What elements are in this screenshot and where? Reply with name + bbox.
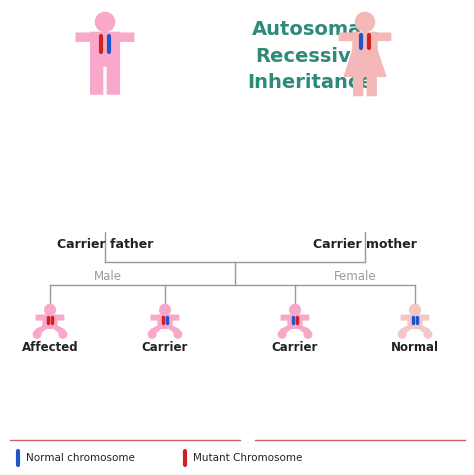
Ellipse shape: [45, 304, 55, 316]
Polygon shape: [151, 326, 161, 333]
FancyBboxPatch shape: [339, 33, 354, 40]
Text: Normal chromosome: Normal chromosome: [26, 453, 135, 463]
FancyBboxPatch shape: [301, 315, 309, 320]
FancyBboxPatch shape: [408, 315, 422, 328]
FancyBboxPatch shape: [288, 315, 302, 328]
Text: Carrier mother: Carrier mother: [313, 238, 417, 251]
FancyBboxPatch shape: [76, 33, 91, 41]
FancyBboxPatch shape: [108, 67, 119, 94]
Circle shape: [304, 331, 312, 338]
FancyBboxPatch shape: [158, 315, 172, 328]
Polygon shape: [401, 326, 411, 333]
Polygon shape: [36, 326, 46, 333]
FancyBboxPatch shape: [91, 67, 102, 94]
FancyBboxPatch shape: [43, 315, 57, 328]
Polygon shape: [54, 326, 64, 333]
Text: Female: Female: [334, 270, 376, 283]
Text: Carrier: Carrier: [272, 341, 318, 354]
FancyBboxPatch shape: [171, 315, 179, 320]
Polygon shape: [419, 326, 429, 333]
Circle shape: [174, 331, 182, 338]
Circle shape: [278, 331, 286, 338]
FancyBboxPatch shape: [118, 33, 134, 41]
FancyBboxPatch shape: [353, 32, 377, 50]
Text: Affected: Affected: [22, 341, 78, 354]
FancyBboxPatch shape: [151, 315, 159, 320]
Text: Normal: Normal: [391, 341, 439, 354]
Text: Carrier father: Carrier father: [57, 238, 153, 251]
FancyBboxPatch shape: [36, 315, 44, 320]
FancyBboxPatch shape: [376, 33, 391, 40]
Text: Carrier: Carrier: [142, 341, 188, 354]
FancyBboxPatch shape: [421, 315, 428, 320]
FancyBboxPatch shape: [281, 315, 289, 320]
Polygon shape: [281, 326, 291, 333]
FancyBboxPatch shape: [401, 315, 409, 320]
Circle shape: [398, 331, 406, 338]
Text: Mutant Chromosome: Mutant Chromosome: [193, 453, 302, 463]
Text: Autosomal
Recessive
Inheritance: Autosomal Recessive Inheritance: [247, 20, 373, 92]
FancyBboxPatch shape: [354, 76, 363, 95]
Text: Male: Male: [93, 270, 121, 283]
Ellipse shape: [160, 304, 170, 316]
Ellipse shape: [410, 304, 420, 316]
Polygon shape: [169, 326, 180, 333]
Circle shape: [424, 331, 432, 338]
Circle shape: [59, 331, 67, 338]
Polygon shape: [344, 50, 386, 76]
Ellipse shape: [290, 304, 301, 316]
FancyBboxPatch shape: [91, 32, 119, 66]
Circle shape: [148, 331, 156, 338]
Polygon shape: [299, 326, 310, 333]
Circle shape: [33, 331, 41, 338]
Circle shape: [95, 12, 115, 32]
FancyBboxPatch shape: [56, 315, 64, 320]
Circle shape: [356, 12, 374, 32]
FancyBboxPatch shape: [367, 76, 376, 95]
